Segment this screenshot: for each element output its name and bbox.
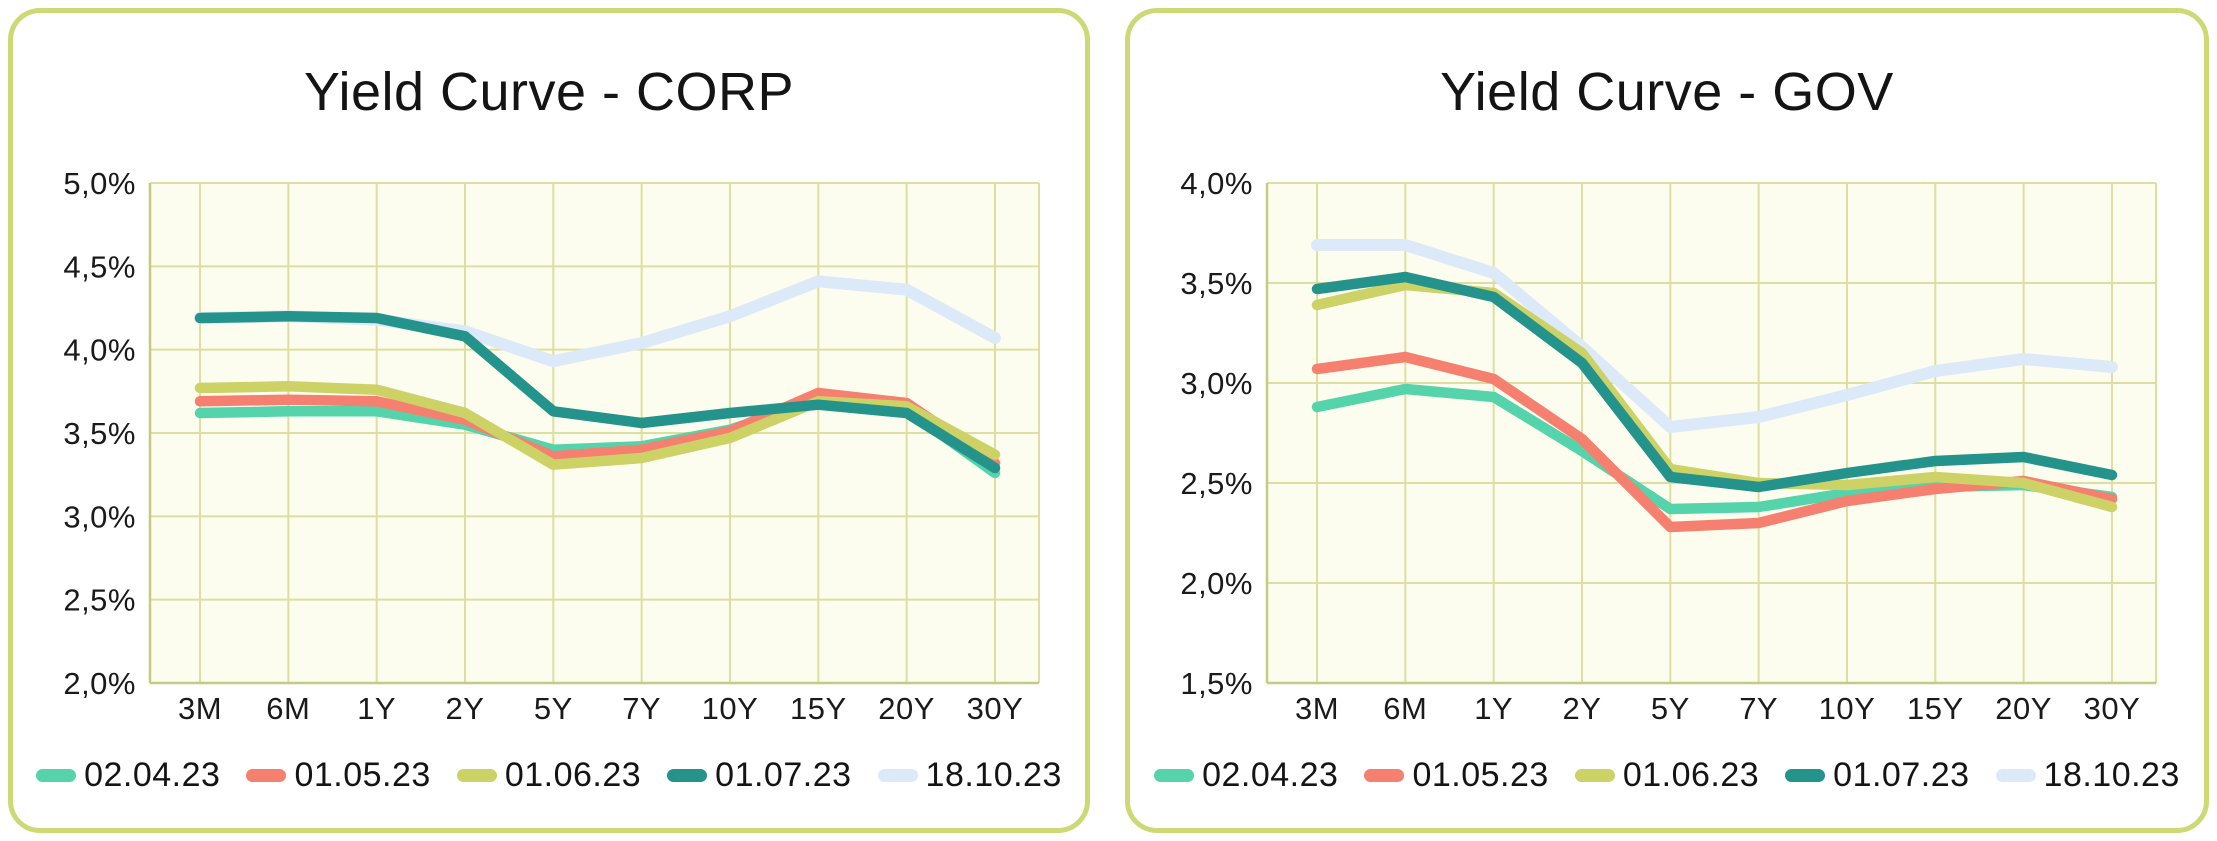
legend-label: 01.05.23	[294, 755, 431, 794]
corp-legend: 02.04.23 01.05.23 01.06.23 01.07.23 18.10.23	[13, 750, 1085, 800]
series-line-18.10.23	[1311, 239, 2118, 433]
x-tick-label: 15Y	[790, 691, 847, 726]
legend-label: 01.05.23	[1412, 755, 1549, 794]
y-tick-label: 3,5%	[1180, 266, 1253, 301]
y-tick-label: 2,5%	[1180, 466, 1253, 501]
legend-label: 18.10.23	[925, 755, 1062, 794]
legend-item: 18.10.23	[1995, 755, 2180, 795]
legend-label: 01.07.23	[715, 755, 852, 794]
x-tick-label: 6M	[1383, 691, 1427, 726]
x-tick-label: 20Y	[1995, 691, 2052, 726]
series-line-01.05.23	[194, 387, 1001, 469]
legend-item: 02.04.23	[1154, 756, 1338, 795]
x-tick-label: 7Y	[622, 691, 661, 726]
legend-swatch-icon	[1995, 768, 2036, 782]
legend-label: 01.06.23	[1622, 755, 1760, 794]
y-tick-label: 4,5%	[63, 249, 136, 284]
y-tick-label: 5,0%	[63, 166, 136, 201]
legend-swatch-icon	[877, 768, 918, 782]
series-line-01.07.23	[1311, 271, 2118, 493]
x-tick-label: 5Y	[534, 691, 573, 726]
chart-card-gov: Yield Curve - GOV 4,0% 3,5% 3,0% 2,5% 2,0% 1,…	[1125, 8, 2209, 833]
legend-label: 01.06.23	[504, 755, 642, 794]
x-tick-label: 30Y	[2084, 691, 2141, 726]
x-tick-label: 15Y	[1907, 691, 1964, 726]
x-tick-label: 3M	[1295, 691, 1339, 726]
gov-legend: 02.04.23 01.05.23 01.06.23 01.07.23 18.10.23	[1130, 750, 2204, 800]
plot-background	[1267, 183, 2156, 683]
legend-swatch-icon	[246, 768, 287, 782]
x-tick-label: 10Y	[702, 691, 759, 726]
legend-swatch-icon	[1364, 768, 1405, 782]
legend-label: 02.04.23	[1202, 755, 1339, 794]
y-tick-label: 3,0%	[63, 499, 136, 534]
legend-swatch-icon	[1154, 768, 1195, 782]
legend-swatch-icon	[456, 768, 497, 782]
legend-label: 02.04.23	[84, 755, 221, 794]
legend-item: 01.07.23	[1785, 756, 1969, 795]
y-tick-label: 4,0%	[1180, 166, 1253, 201]
legend-item: 02.04.23	[36, 756, 220, 795]
legend-label: 01.07.23	[1833, 755, 1970, 794]
x-tick-label: 6M	[266, 691, 310, 726]
x-tick-label: 30Y	[967, 691, 1024, 726]
chart-title-gov: Yield Curve - GOV	[1440, 62, 1894, 122]
legend-swatch-icon	[36, 768, 77, 782]
legend-item: 18.10.23	[877, 755, 1062, 795]
x-tick-label: 20Y	[878, 691, 935, 726]
y-tick-label: 3,5%	[63, 416, 136, 451]
y-tick-label: 1,5%	[1180, 666, 1253, 701]
corp-plot-area: 5,0% 4,5% 4,0% 3,5% 3,0% 2,5% 2,0% 3M 6M 1Y 2Y 5Y 7Y…	[63, 166, 1040, 726]
legend-label: 18.10.23	[2043, 755, 2180, 794]
x-tick-label: 10Y	[1819, 691, 1876, 726]
legend-swatch-icon	[667, 768, 708, 782]
x-tick-label: 5Y	[1651, 691, 1690, 726]
x-tick-label: 1Y	[357, 691, 396, 726]
legend-item: 01.05.23	[246, 756, 430, 795]
legend-item: 01.07.23	[667, 756, 851, 795]
x-tick-label: 2Y	[1563, 691, 1602, 726]
legend-swatch-icon	[1574, 768, 1615, 782]
chart-title-corp: Yield Curve - CORP	[303, 62, 795, 122]
y-tick-label: 3,0%	[1180, 366, 1253, 401]
x-tick-label: 1Y	[1474, 691, 1513, 726]
legend-swatch-icon	[1785, 768, 1826, 782]
chart-card-corp: Yield Curve - CORP 5,0% 4,5% 4,0% 3,5% 3,0% 2…	[8, 8, 1090, 833]
x-tick-label: 2Y	[446, 691, 485, 726]
legend-item: 01.06.23	[1574, 755, 1760, 795]
series-line-01.07.23	[194, 311, 1001, 474]
y-tick-label: 4,0%	[63, 333, 136, 368]
y-tick-label: 2,0%	[1180, 566, 1253, 601]
y-tick-label: 2,5%	[63, 583, 136, 618]
x-tick-label: 3M	[178, 691, 222, 726]
legend-item: 01.05.23	[1364, 756, 1548, 795]
gov-plot-area: 4,0% 3,5% 3,0% 2,5% 2,0% 1,5% 3M 6M 1Y 2Y 5Y 7Y 10Y 1…	[1180, 166, 2157, 726]
x-tick-label: 7Y	[1739, 691, 1778, 726]
legend-item: 01.06.23	[456, 755, 642, 795]
y-tick-label: 2,0%	[63, 666, 136, 701]
